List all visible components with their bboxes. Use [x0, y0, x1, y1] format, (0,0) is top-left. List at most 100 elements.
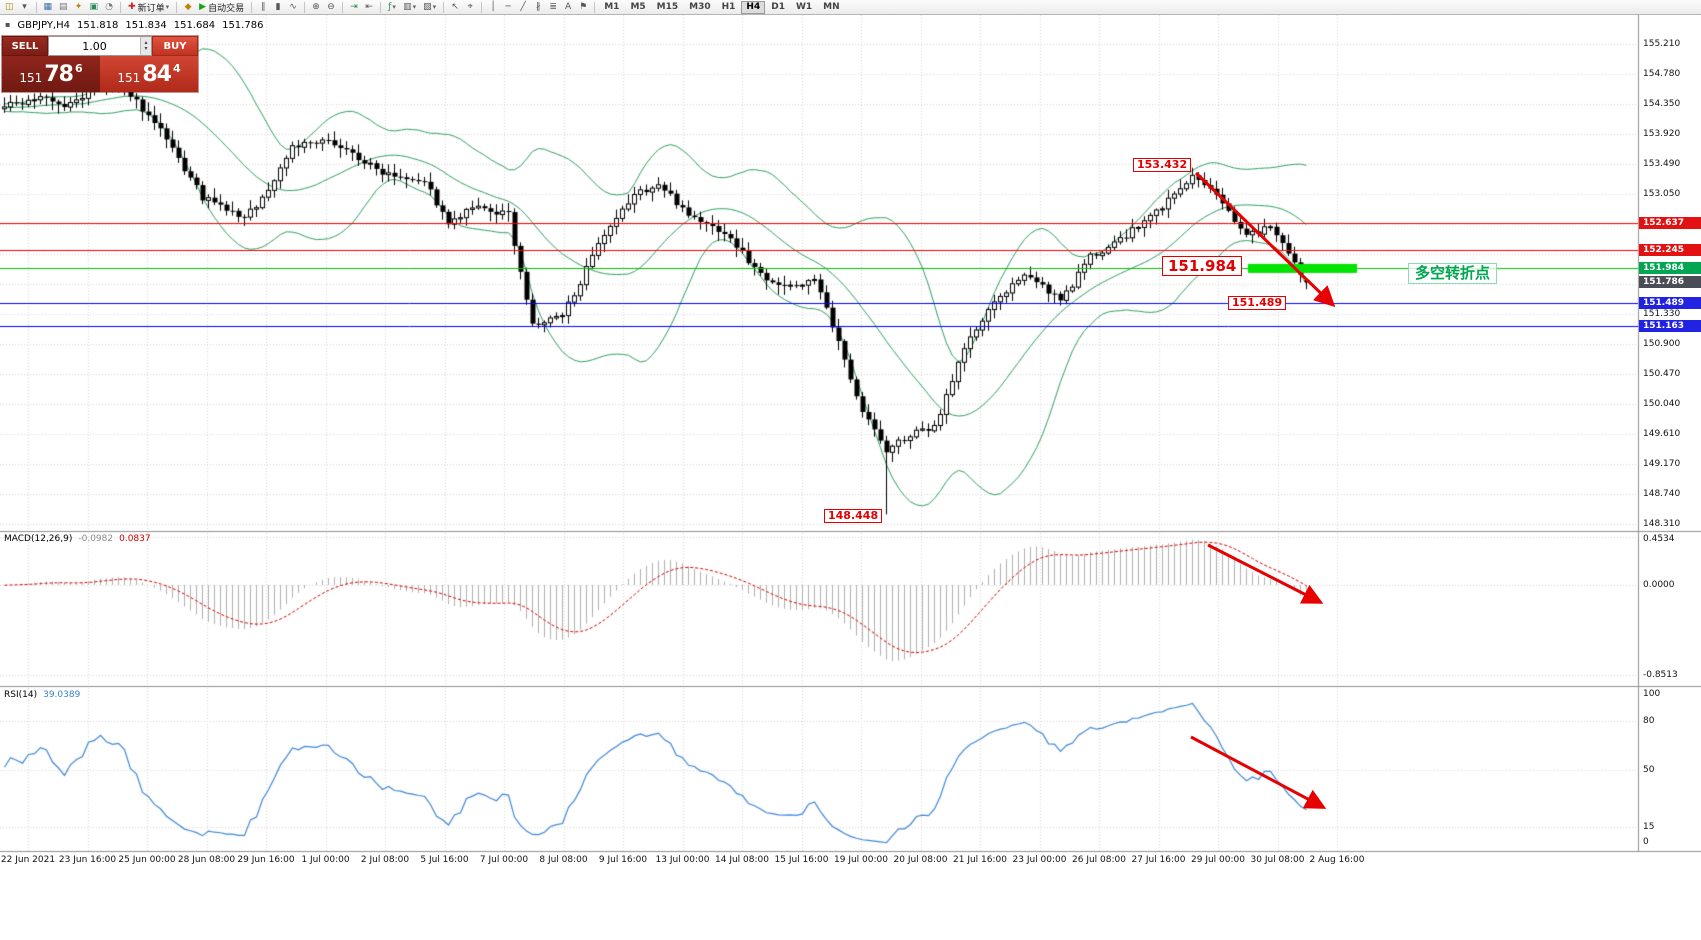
text-label-button[interactable]: A [561, 1, 575, 14]
profiles-dropdown-icon: ▾ [22, 1, 27, 12]
navigator-icon: ✦ [74, 1, 83, 12]
timeframe-m5-button[interactable]: M5 [630, 2, 646, 12]
trendline-icon: ╱ [520, 1, 526, 12]
indicators-button[interactable]: ƒ ▾ [385, 1, 399, 14]
macd-scale-label: 0.0000 [1643, 580, 1675, 590]
chart-window: ▪ GBPJPY,H4 151.818 151.834 151.684 151.… [0, 15, 1701, 940]
ohlc-close: 151.786 [222, 20, 264, 31]
zoom-out-icon: ⊖ [327, 1, 335, 12]
spinner-down-icon[interactable]: ▾ [144, 45, 148, 52]
toolbar-separator [176, 1, 178, 13]
timeframe-h4-button[interactable]: H4 [741, 0, 766, 14]
market-watch-button[interactable]: ▦ [41, 1, 56, 14]
horizontal-line-button[interactable]: ─ [501, 1, 515, 14]
candlestick-chart-button[interactable]: ▮ [271, 1, 285, 14]
templates-icon: ▨ [423, 1, 432, 12]
sell-price[interactable]: 151 78 6 [2, 56, 100, 92]
new-order-button[interactable]: ✚ 新订单 ▾ [125, 1, 172, 14]
price-scale-label: 154.780 [1643, 68, 1681, 79]
macd-signal-value: 0.0837 [119, 534, 151, 544]
buy-price-point: 4 [172, 61, 181, 75]
toolbar-separator [481, 1, 483, 13]
volume-input[interactable] [49, 37, 140, 55]
new-order-label: 新订单 [137, 3, 165, 14]
equidistant-channel-icon: ∦ [535, 1, 541, 12]
buy-price[interactable]: 151 84 4 [100, 56, 198, 92]
buy-button[interactable]: BUY [152, 36, 198, 56]
chart-canvas[interactable] [0, 15, 1701, 940]
cursor-icon: ↖ [451, 1, 459, 12]
rsi-scale-label: 100 [1643, 689, 1661, 699]
indicators-caret-icon: ▾ [392, 3, 396, 11]
terminal-button[interactable]: ▣ [87, 1, 102, 14]
bars-chart-icon: ∥ [260, 1, 266, 12]
equidistant-channel-button[interactable]: ∦ [531, 1, 545, 14]
time-axis-label: 25 Jun 00:00 [118, 855, 176, 865]
price-scale-label: 151.330 [1643, 308, 1681, 319]
arrows-tool-button[interactable]: ⚑ [576, 1, 590, 14]
new-order-icon: ✚ [128, 1, 136, 12]
timeframe-m15-button[interactable]: M15 [656, 2, 679, 12]
toolbar-separator [35, 1, 37, 13]
spinner-up-icon[interactable]: ▴ [144, 39, 148, 46]
price-scale-label: 153.050 [1643, 189, 1681, 200]
time-axis-label: 23 Jul 00:00 [1012, 855, 1067, 865]
line-chart-button[interactable]: ∿ [286, 1, 300, 14]
timeframe-d1-button[interactable]: D1 [771, 2, 785, 12]
auto-scroll-icon: ⇥ [350, 1, 358, 12]
time-axis-label: 8 Jul 08:00 [539, 855, 588, 865]
time-axis-label: 26 Jul 08:00 [1072, 855, 1126, 865]
autotrading-button[interactable]: ▶ 自动交易 [196, 1, 247, 14]
navigator-button[interactable]: ✦ [72, 1, 86, 14]
fibonacci-button[interactable]: ≣ [546, 1, 560, 14]
auto-scroll-button[interactable]: ⇥ [347, 1, 361, 14]
ohlc-open: 151.818 [77, 20, 119, 31]
bars-chart-button[interactable]: ∥ [256, 1, 270, 14]
swing-high-label[interactable]: 153.432 [1133, 158, 1192, 172]
price-scale-label: 153.490 [1643, 158, 1681, 169]
price-scale-label: 149.170 [1643, 459, 1681, 470]
timeframe-w1-button[interactable]: W1 [795, 2, 813, 12]
chart-shift-icon: ⇤ [365, 1, 373, 12]
cursor-button[interactable]: ↖ [448, 1, 462, 14]
timeframe-h1-button[interactable]: H1 [721, 2, 736, 12]
price-scale-label: 150.040 [1643, 398, 1681, 409]
toolbar: ◫ ▾ ▦ ▤ ✦ ▣ ◔ ✚ 新订单 ▾ ◆ ▶ 自动交易 ∥ ▮ ∿ ⊕ ⊖ ⇥ ⇤ ƒ ▾ ▥ ▾ ▨ ▾ ↖ ⌖ │ ─ ╱ ∦ ≣ A ⚑… [0, 0, 1701, 15]
trendline-button[interactable]: ╱ [516, 1, 530, 14]
time-axis-label: 30 Jul 08:00 [1250, 855, 1305, 865]
metaeditor-button[interactable]: ◆ [181, 1, 195, 14]
timeframe-m1-button[interactable]: M1 [604, 2, 620, 12]
pivot-price-label[interactable]: 151.984 [1162, 256, 1243, 276]
price-tag-151.163: 151.163 [1639, 319, 1701, 332]
time-axis-label: 21 Jul 16:00 [953, 855, 1007, 865]
periods-caret-icon: ▾ [412, 3, 417, 11]
support-price-label[interactable]: 151.489 [1228, 296, 1287, 310]
turning-point-note[interactable]: 多空转折点 [1408, 263, 1498, 284]
timeframe-m30-button[interactable]: M30 [689, 2, 711, 12]
periods-button[interactable]: ▥ ▾ [400, 1, 419, 14]
vertical-line-button[interactable]: │ [486, 1, 500, 14]
horizontal-line-icon: ─ [505, 1, 511, 12]
strategy-tester-button[interactable]: ◔ [102, 1, 116, 14]
price-scale-label: 148.740 [1643, 489, 1681, 500]
macd-main-value: -0.0982 [78, 534, 114, 544]
rsi-scale-label: 80 [1643, 715, 1655, 726]
rsi-scale-label: 0 [1643, 837, 1649, 847]
time-axis-label: 23 Jun 16:00 [58, 855, 117, 865]
timeframe-mn-button[interactable]: MN [823, 2, 840, 12]
zoom-in-button[interactable]: ⊕ [309, 1, 323, 14]
price-scale-label: 148.310 [1643, 519, 1681, 529]
swing-low-label[interactable]: 148.448 [824, 509, 883, 523]
chart-shift-button[interactable]: ⇤ [362, 1, 376, 14]
sell-button[interactable]: SELL [2, 36, 48, 56]
chart-marker-icon: ▪ [5, 20, 11, 29]
crosshair-button[interactable]: ⌖ [463, 1, 477, 14]
timeframe-toolbar: M1 M5 M15 M30 H1 H4 D1 W1 MN [599, 0, 844, 14]
volume-spinner[interactable]: ▴ ▾ [140, 37, 151, 55]
new-chart-button[interactable]: ◫ [2, 1, 17, 14]
time-axis-label: 14 Jul 08:00 [715, 855, 769, 865]
templates-button[interactable]: ▨ ▾ [420, 1, 439, 14]
zoom-out-button[interactable]: ⊖ [324, 1, 338, 14]
data-window-button[interactable]: ▤ [56, 1, 71, 14]
profiles-dropdown-button[interactable]: ▾ [18, 1, 32, 14]
